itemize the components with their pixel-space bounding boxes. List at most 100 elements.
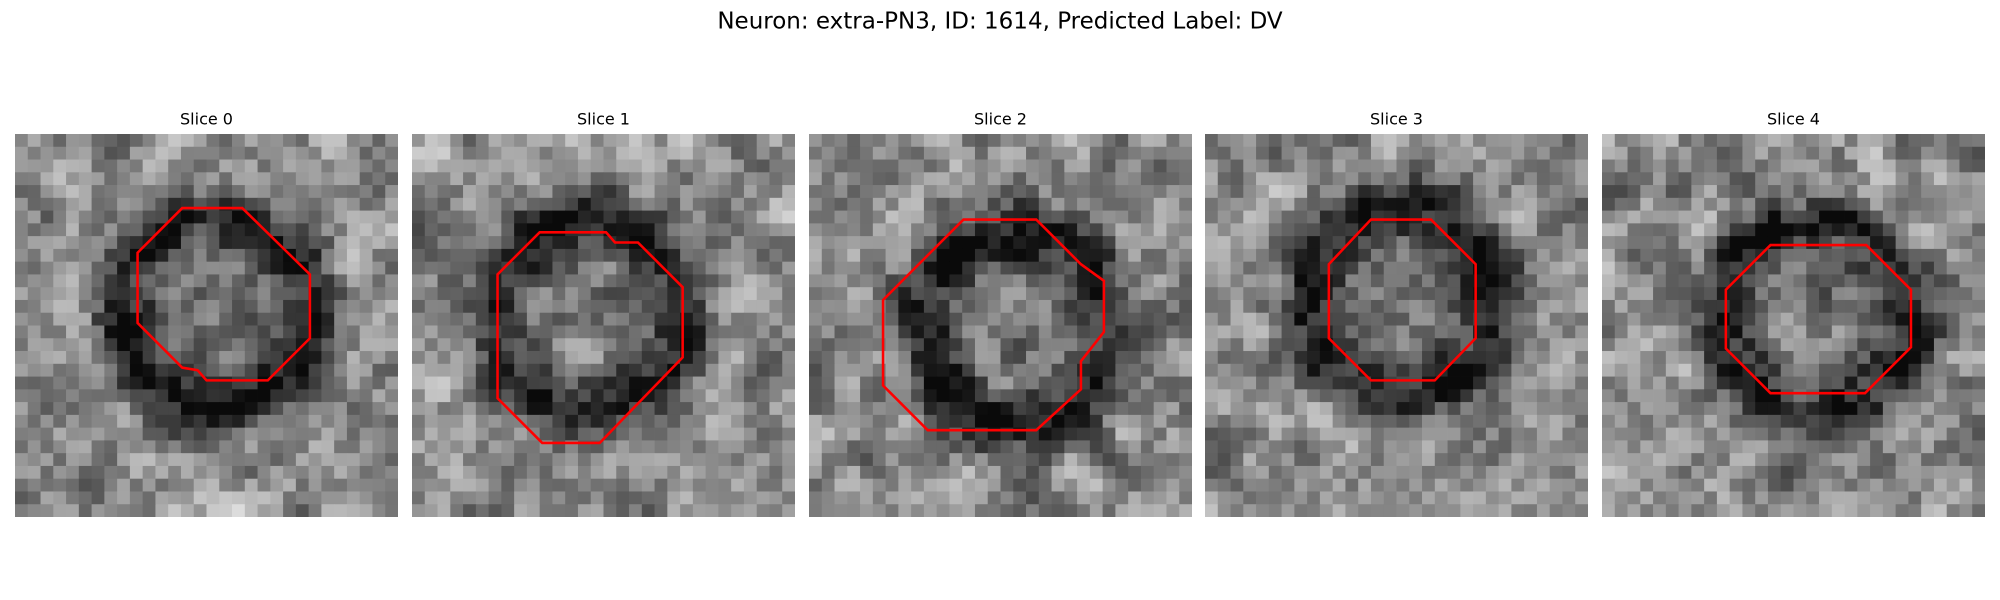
- pixel: [539, 389, 553, 403]
- pixel: [1434, 159, 1448, 173]
- pixel: [1575, 274, 1588, 288]
- pixel: [193, 236, 207, 250]
- pixel: [501, 261, 515, 275]
- pixel: [1038, 338, 1052, 352]
- pixel: [463, 351, 477, 365]
- pixel: [104, 236, 118, 250]
- pixel: [168, 261, 182, 275]
- pixel: [1780, 210, 1794, 224]
- pixel: [654, 363, 668, 377]
- pixel: [1716, 312, 1731, 326]
- pixel: [1946, 134, 1960, 148]
- pixel: [1332, 402, 1346, 416]
- pixel: [949, 338, 963, 352]
- pixel: [1870, 504, 1884, 517]
- pixel: [180, 338, 195, 352]
- pixel: [1665, 376, 1679, 390]
- pixel: [898, 223, 912, 237]
- pixel: [590, 338, 604, 352]
- pixel: [552, 465, 566, 480]
- pixel: [1819, 299, 1833, 314]
- pixel: [603, 478, 617, 492]
- pixel: [142, 427, 156, 441]
- pixel: [283, 172, 297, 186]
- pixel: [1000, 261, 1014, 275]
- pixel: [769, 134, 783, 148]
- pixel: [577, 351, 592, 365]
- pixel: [104, 465, 118, 480]
- pixel: [1205, 402, 1219, 416]
- pixel: [372, 453, 386, 467]
- pixel: [898, 491, 912, 505]
- pixel: [526, 414, 541, 429]
- pixel: [539, 363, 553, 377]
- pixel: [117, 414, 131, 429]
- pixel: [1383, 414, 1397, 429]
- pixel: [1319, 236, 1334, 250]
- pixel: [104, 261, 118, 275]
- pixel: [219, 427, 233, 441]
- pixel: [463, 504, 477, 517]
- pixel: [1026, 261, 1040, 275]
- pixel: [718, 325, 732, 339]
- pixel: [898, 312, 912, 326]
- pixel: [1575, 363, 1588, 377]
- pixel: [1806, 274, 1820, 288]
- pixel: [1089, 440, 1104, 454]
- pixel: [372, 363, 386, 377]
- pixel: [1179, 504, 1192, 517]
- pixel: [104, 172, 118, 186]
- pixel: [142, 376, 156, 390]
- pixel: [1549, 453, 1563, 467]
- pixel: [1653, 491, 1667, 505]
- pixel: [283, 414, 297, 429]
- pixel: [346, 402, 361, 416]
- pixel: [1089, 312, 1104, 326]
- pixel: [1485, 261, 1500, 275]
- pixel: [1908, 427, 1922, 441]
- pixel: [539, 287, 553, 301]
- pixel: [1345, 504, 1359, 517]
- pixel: [385, 491, 398, 505]
- pixel: [1831, 453, 1845, 467]
- pixel: [334, 248, 348, 263]
- pixel: [821, 465, 835, 480]
- pixel: [1755, 159, 1769, 173]
- pixel: [168, 478, 182, 492]
- pixel: [1972, 261, 1985, 275]
- pixel: [1077, 478, 1091, 492]
- pixel: [552, 159, 566, 173]
- pixel: [1716, 172, 1731, 186]
- pixel: [949, 312, 963, 326]
- pixel: [1230, 287, 1244, 301]
- pixel: [1013, 389, 1027, 403]
- pixel: [295, 287, 310, 301]
- pixel: [821, 248, 835, 263]
- pixel: [872, 453, 886, 467]
- pixel: [1205, 223, 1219, 237]
- pixel: [1882, 287, 1897, 301]
- pixel: [346, 440, 361, 454]
- pixel: [974, 248, 989, 263]
- pixel: [1294, 223, 1308, 237]
- pixel: [412, 478, 426, 492]
- pixel: [705, 351, 719, 365]
- pixel: [66, 197, 80, 211]
- pixel: [1831, 172, 1845, 186]
- pixel: [168, 491, 182, 505]
- pixel: [1562, 427, 1576, 441]
- pixel: [1614, 197, 1628, 211]
- pixel: [78, 465, 92, 480]
- pixel: [821, 261, 835, 275]
- pixel: [1549, 325, 1563, 339]
- pixel: [1691, 146, 1705, 160]
- pixel: [1857, 159, 1871, 173]
- pixel: [834, 185, 848, 199]
- pixel: [295, 172, 310, 186]
- pixel: [1077, 402, 1091, 416]
- pixel: [872, 274, 886, 288]
- pixel: [936, 261, 950, 275]
- pixel: [206, 440, 220, 454]
- pixel: [1640, 223, 1654, 237]
- pixel: [1498, 312, 1512, 326]
